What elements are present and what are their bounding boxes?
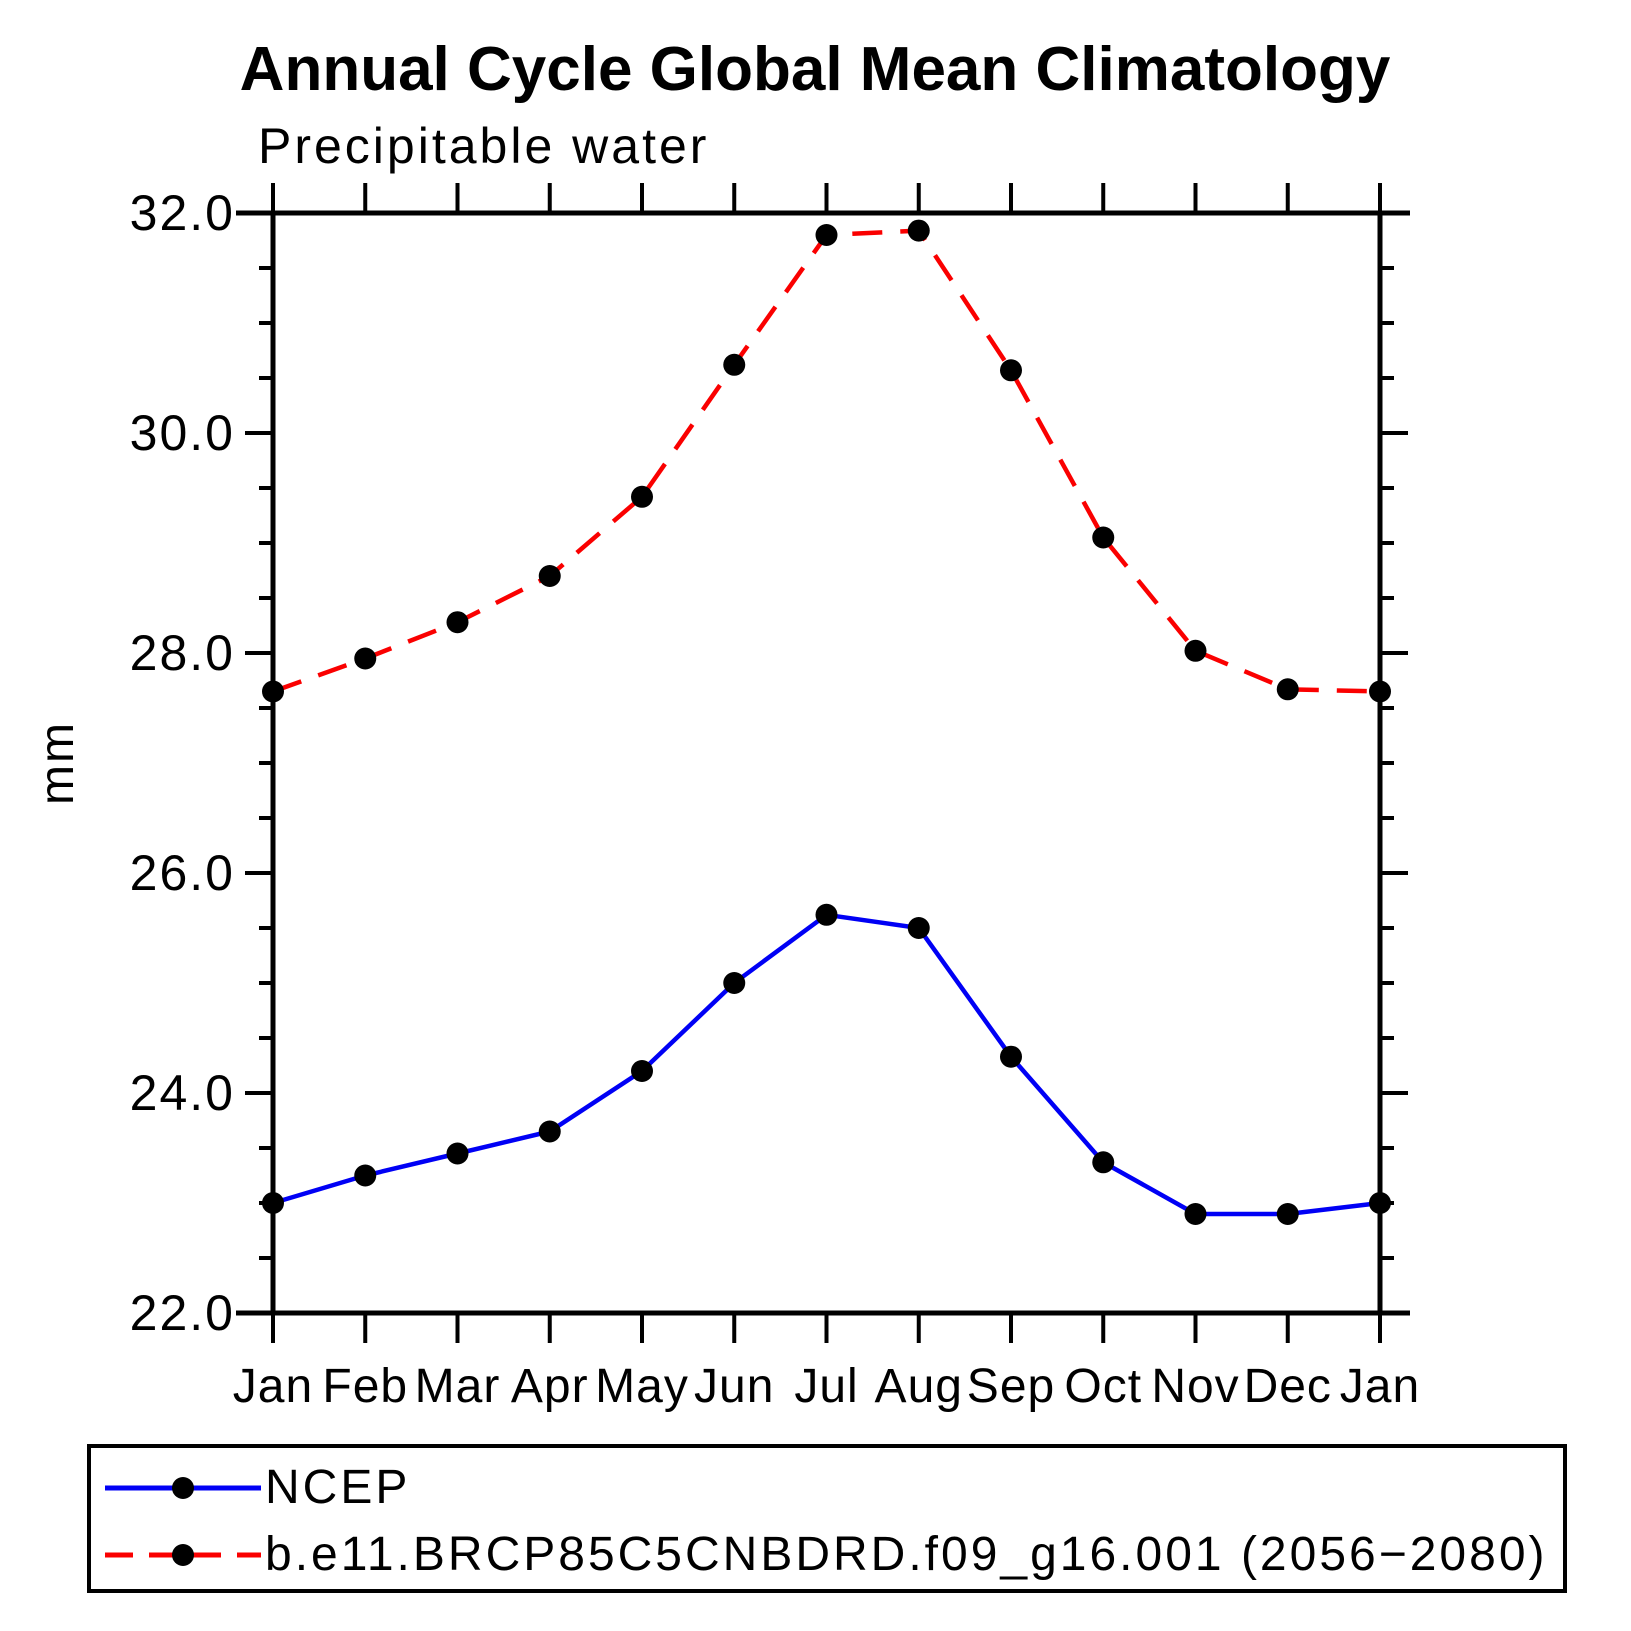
data-point-marker [1369, 680, 1391, 703]
legend-sample-dashed-line [105, 1544, 261, 1566]
data-point-marker [1276, 1203, 1299, 1225]
data-point-marker [446, 1142, 469, 1165]
chart-subtitle: Precipitable water [258, 118, 709, 174]
data-point-marker [538, 565, 561, 587]
data-point-marker [1092, 526, 1115, 549]
legend-item-model: b.e11.BRCP85C5CNBDRD.f09_g16.001 (2056−2… [99, 1529, 1548, 1581]
legend-marker-icon [172, 1477, 194, 1499]
y-tick-label: 28.0 [130, 625, 235, 681]
y-tick-label: 26.0 [130, 845, 235, 901]
series-line-0-solid [272, 912, 1381, 1217]
data-point-marker [354, 647, 377, 670]
data-point-marker [1000, 1045, 1022, 1068]
x-tick-label: Jan [1340, 1360, 1420, 1413]
data-point-marker [907, 917, 930, 939]
data-point-marker [631, 1060, 653, 1082]
data-point-marker [723, 353, 746, 376]
data-point-marker [1092, 1151, 1115, 1174]
x-tick-label: Jun [694, 1360, 774, 1413]
chart-title: Annual Cycle Global Mean Climatology [240, 35, 1391, 104]
legend-sample-solid-line [105, 1477, 261, 1499]
data-point-marker [1184, 639, 1207, 662]
x-tick-label: Dec [1244, 1360, 1332, 1413]
x-tick-label: Mar [415, 1360, 501, 1413]
x-tick-label: Feb [322, 1360, 408, 1413]
data-point-marker [538, 1120, 561, 1143]
y-tick-label: 22.0 [130, 1285, 235, 1341]
data-point-marker [262, 1192, 284, 1214]
x-tick-label: Sep [967, 1360, 1055, 1413]
legend-label-ncep: NCEP [265, 1461, 411, 1514]
data-point-marker [354, 1164, 377, 1187]
data-point-marker [907, 219, 930, 242]
y-axis-title: mm [31, 721, 84, 805]
legend-item-ncep: NCEP [99, 1462, 410, 1514]
x-tick-label: May [595, 1360, 689, 1413]
x-tick-label: Oct [1064, 1360, 1142, 1413]
data-point-marker [723, 972, 746, 994]
legend-marker-icon [172, 1544, 194, 1566]
data-point-marker [1184, 1203, 1207, 1225]
data-point-marker [446, 611, 469, 634]
data-point-marker [1369, 1192, 1391, 1214]
data-point-marker [262, 680, 284, 703]
y-tick-label: 30.0 [130, 405, 235, 461]
data-point-marker [1000, 359, 1022, 382]
data-point-marker [631, 485, 653, 508]
x-tick-label: Jul [794, 1360, 858, 1413]
plot-area: Jan Feb Mar Apr May Jun Jul Aug Sep Oct Nov Dec Jan2… [130, 183, 1420, 1413]
legend-box: NCEP b.e11.BRCP85C5CNBDRD.f09_g16.001 (2… [87, 1444, 1567, 1593]
series-line-1-dashed [272, 228, 1381, 694]
y-tick-label: 32.0 [130, 185, 235, 241]
data-point-marker [815, 903, 838, 926]
data-point-marker [815, 224, 838, 246]
y-tick-label: 24.0 [130, 1065, 235, 1121]
x-tick-label: Apr [511, 1360, 589, 1413]
x-tick-label: Nov [1151, 1360, 1239, 1413]
x-tick-label: Aug [875, 1360, 963, 1413]
data-point-marker [1276, 678, 1299, 701]
legend-label-model: b.e11.BRCP85C5CNBDRD.f09_g16.001 (2056−2… [265, 1528, 1548, 1581]
x-tick-label: Jan [233, 1360, 313, 1413]
